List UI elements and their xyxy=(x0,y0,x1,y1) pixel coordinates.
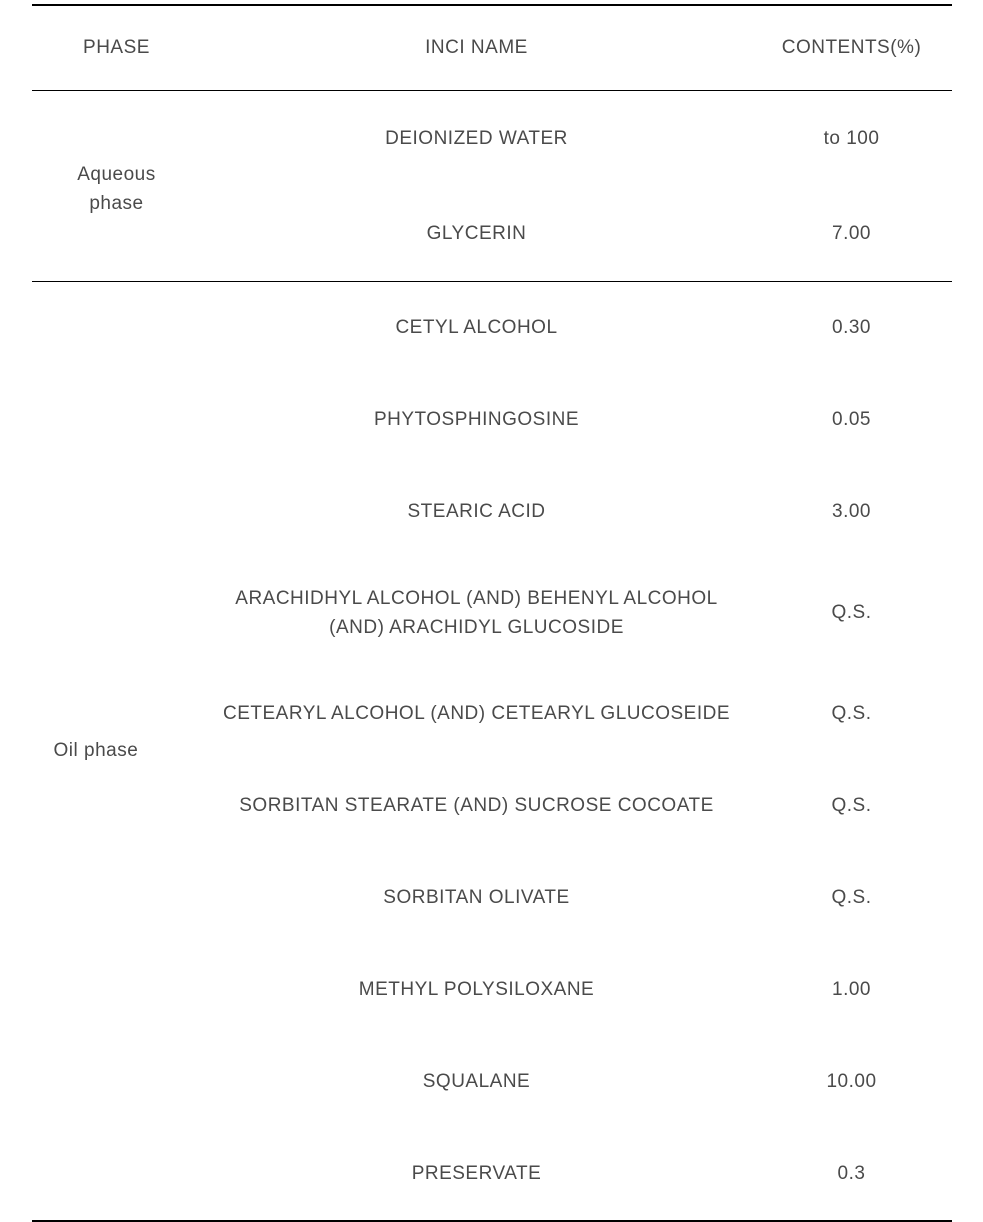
oil-label-text: Oil phase xyxy=(54,740,139,762)
inci-cell: PHYTOSPHINGOSINE xyxy=(202,405,752,434)
table-row: SORBITAN STEARATE (AND) SUCROSE COCOATE … xyxy=(202,760,952,852)
header-contents: CONTENTS(%) xyxy=(752,37,952,59)
aqueous-label-line2: phase xyxy=(89,189,143,218)
header-phase: PHASE xyxy=(32,34,202,63)
contents-cell: to 100 xyxy=(752,128,952,150)
table-row: SQUALANE 10.00 xyxy=(202,1036,952,1128)
table-row: CETEARYL ALCOHOL (AND) CETEARYL GLUCOSEI… xyxy=(202,668,952,760)
contents-cell: 7.00 xyxy=(752,223,952,245)
header-inci: INCI NAME xyxy=(202,33,752,62)
aqueous-rows: DEIONIZED WATER to 100 GLYCERIN 7.00 xyxy=(202,91,952,281)
contents-cell: 10.00 xyxy=(752,1071,952,1093)
table-row: STEARIC ACID 3.00 xyxy=(202,466,952,558)
table-row: DEIONIZED WATER to 100 xyxy=(202,91,952,186)
header-row: PHASE INCI NAME CONTENTS(%) xyxy=(32,6,952,90)
contents-cell: 3.00 xyxy=(752,501,952,523)
contents-cell: Q.S. xyxy=(752,887,952,909)
contents-cell: 0.05 xyxy=(752,409,952,431)
oil-phase-label: Oil phase xyxy=(32,282,202,1220)
inci-cell: METHYL POLYSILOXANE xyxy=(202,975,752,1004)
inci-cell: CETYL ALCOHOL xyxy=(202,313,752,342)
aqueous-label-line1: Aqueous xyxy=(77,160,156,189)
contents-cell: 0.30 xyxy=(752,317,952,339)
table-row: SORBITAN OLIVATE Q.S. xyxy=(202,852,952,944)
table-row: PRESERVATE 0.3 xyxy=(202,1128,952,1220)
table-row: CETYL ALCOHOL 0.30 xyxy=(202,282,952,374)
formulation-table: PHASE INCI NAME CONTENTS(%) Aqueous phas… xyxy=(32,0,952,1222)
inci-cell: STEARIC ACID xyxy=(202,497,752,526)
table-row: ARACHIDHYL ALCOHOL (AND) BEHENYL ALCOHOL… xyxy=(202,558,952,668)
inci-cell: DEIONIZED WATER xyxy=(202,124,752,153)
inci-cell: SQUALANE xyxy=(202,1067,752,1096)
table-row: METHYL POLYSILOXANE 1.00 xyxy=(202,944,952,1036)
inci-cell: CETEARYL ALCOHOL (AND) CETEARYL GLUCOSEI… xyxy=(202,699,752,728)
contents-cell: Q.S. xyxy=(752,602,952,624)
contents-cell: Q.S. xyxy=(752,795,952,817)
aqueous-phase-label: Aqueous phase xyxy=(32,91,202,281)
contents-cell: 0.3 xyxy=(752,1163,952,1185)
inci-cell: PRESERVATE xyxy=(202,1159,752,1188)
contents-cell: Q.S. xyxy=(752,703,952,725)
oil-section: Oil phase CETYL ALCOHOL 0.30 PHYTOSPHING… xyxy=(32,282,952,1220)
inci-cell: GLYCERIN xyxy=(202,219,752,248)
table-row: PHYTOSPHINGOSINE 0.05 xyxy=(202,374,952,466)
inci-cell: ARACHIDHYL ALCOHOL (AND) BEHENYL ALCOHOL… xyxy=(202,584,752,643)
inci-cell: SORBITAN OLIVATE xyxy=(202,883,752,912)
inci-cell: SORBITAN STEARATE (AND) SUCROSE COCOATE xyxy=(202,791,752,820)
contents-cell: 1.00 xyxy=(752,979,952,1001)
aqueous-section: Aqueous phase DEIONIZED WATER to 100 GLY… xyxy=(32,91,952,281)
table-row: GLYCERIN 7.00 xyxy=(202,186,952,281)
oil-rows: CETYL ALCOHOL 0.30 PHYTOSPHINGOSINE 0.05… xyxy=(202,282,952,1220)
